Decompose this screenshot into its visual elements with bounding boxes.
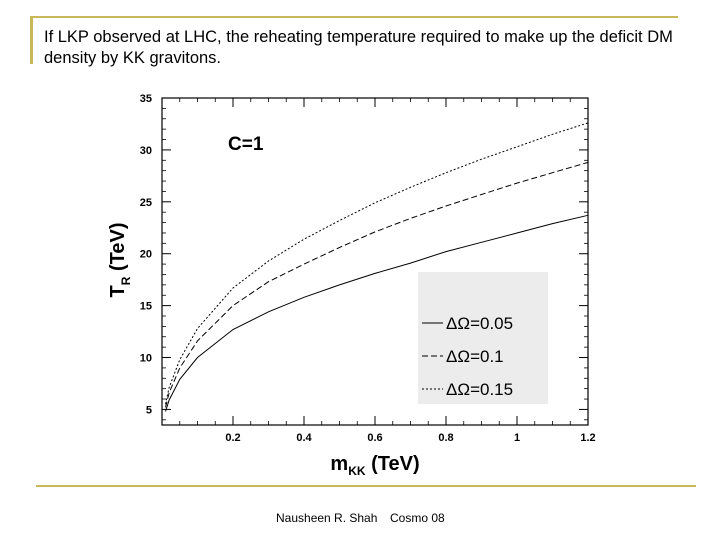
x-axis-label-sub: KK [348,464,366,478]
title-accent-bar [30,16,33,64]
chart-container: 5 10 15 20 25 30 35 0.2 0.4 0.6 0.8 1 1.2 ΔΩ=0.05 ΔΩ=… [100,88,620,478]
footer-author: Nausheen R. Shah [276,511,378,525]
x-tick-label: 0.2 [225,432,240,444]
chart-annotation: C=1 [228,134,264,155]
y-axis-label-sub: R [119,276,133,285]
footer-event: Cosmo 08 [390,511,445,525]
legend-label-2: ΔΩ=0.1 [446,347,504,366]
y-axis-label-main: T [107,285,129,297]
series-line-1 [165,214,589,412]
x-tick-label: 1 [514,432,520,444]
y-tick-label: 5 [146,404,152,416]
y-tick-label: 10 [140,353,152,365]
series-line-2 [165,161,589,408]
legend-box [418,272,548,404]
y-axis-label-rest: (TeV) [107,223,129,277]
y-tick-label: 35 [140,93,152,105]
x-tick-label: 1.2 [580,432,595,444]
x-axis-label-rest: (TeV) [366,453,420,475]
y-axis-label: TR (TeV) [107,223,133,298]
legend-label-3: ΔΩ=0.15 [446,380,513,399]
x-axis-label: mKK (TeV) [330,453,419,478]
y-tick-label: 20 [140,249,152,261]
y-tick-label: 25 [140,197,152,209]
y-tick-label: 30 [140,145,152,157]
reheating-temperature-chart: 5 10 15 20 25 30 35 0.2 0.4 0.6 0.8 1 1.2 ΔΩ=0.05 ΔΩ=… [107,93,596,478]
slide-title: If LKP observed at LHC, the reheating te… [44,28,673,67]
legend-label-1: ΔΩ=0.05 [446,314,513,333]
x-tick-label: 0.6 [367,432,382,444]
x-tick-label: 0.4 [296,432,312,444]
title-accent-line [30,16,678,18]
footer-divider [36,485,696,487]
x-axis-label-main: m [330,453,348,475]
y-tick-label: 15 [140,301,152,313]
x-tick-label: 0.8 [438,432,453,444]
